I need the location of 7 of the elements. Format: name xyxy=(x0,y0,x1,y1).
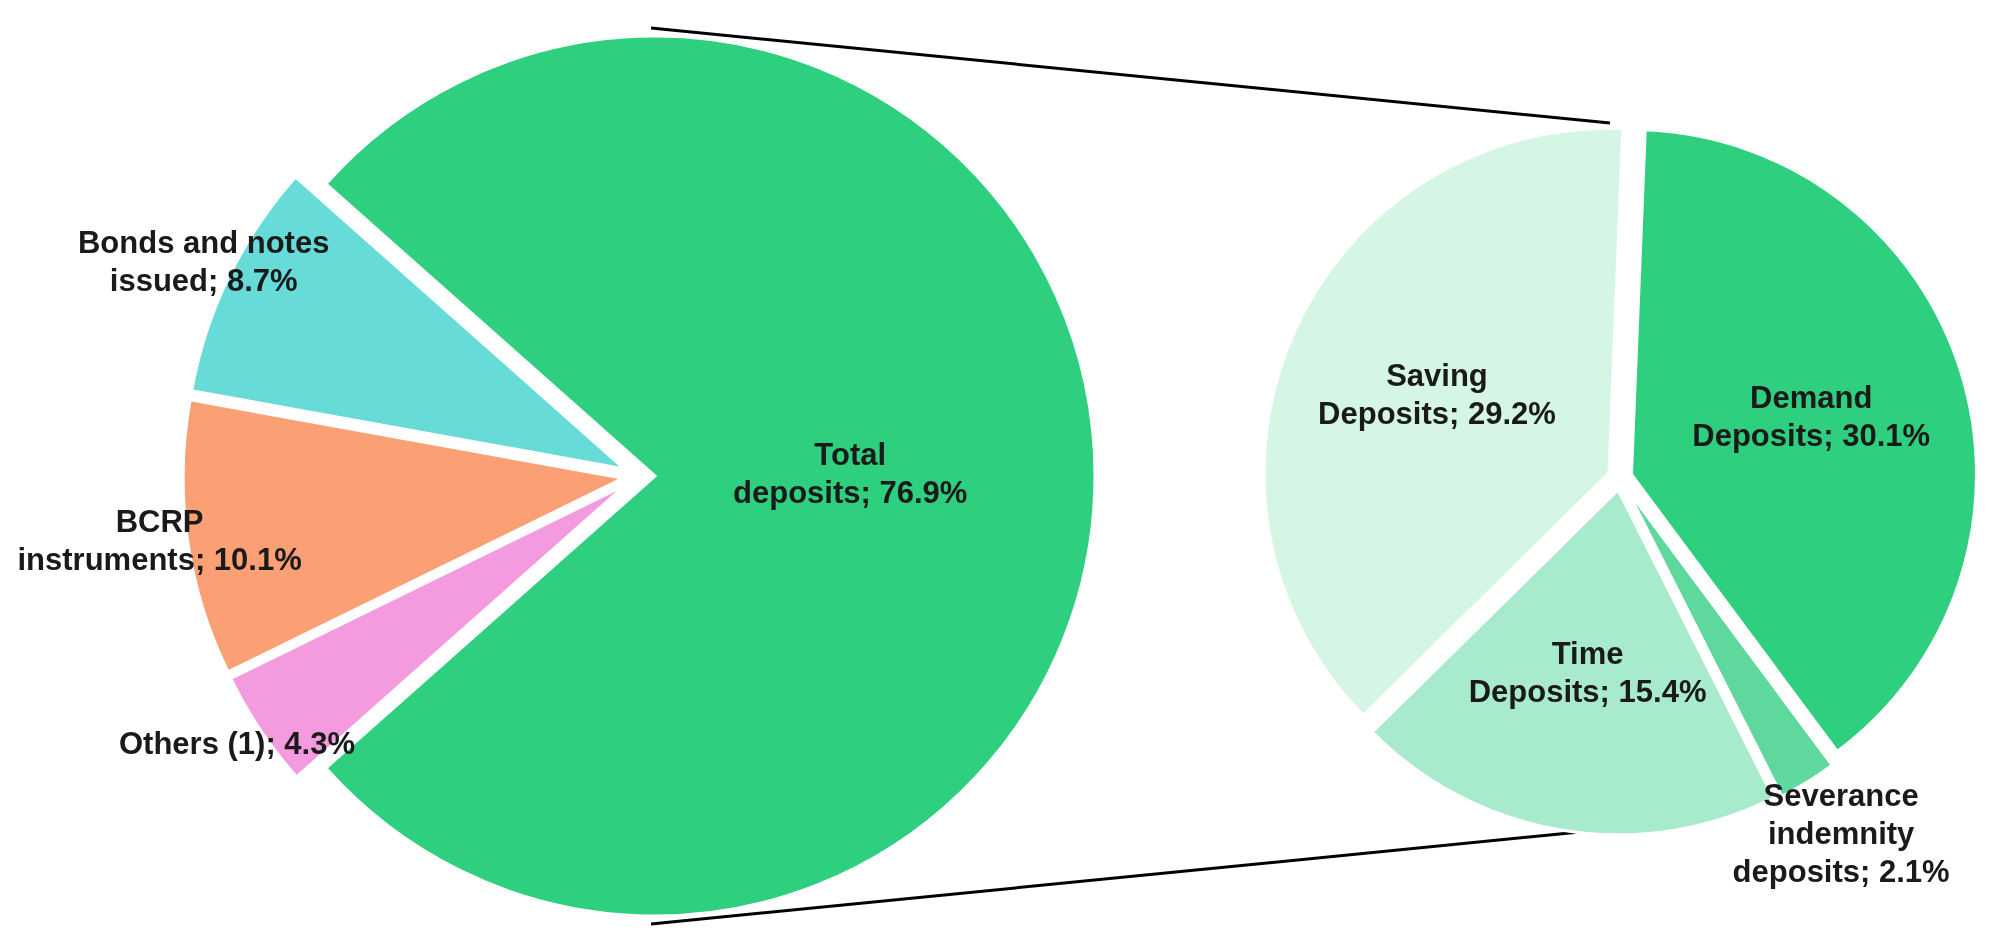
slice-label: Severance indemnity deposits; 2.1% xyxy=(1732,778,1950,890)
slice-label: Others (1); 4.3% xyxy=(118,725,355,761)
slice-label: Bonds and notes issued; 8.7% xyxy=(77,225,330,299)
slice-label: Saving Deposits; 29.2% xyxy=(1318,358,1556,432)
slice-label: Demand Deposits; 30.1% xyxy=(1692,380,1931,454)
slice-label: Total deposits; 76.9% xyxy=(733,437,968,511)
slice-label: Time Deposits; 15.4% xyxy=(1468,636,1707,710)
